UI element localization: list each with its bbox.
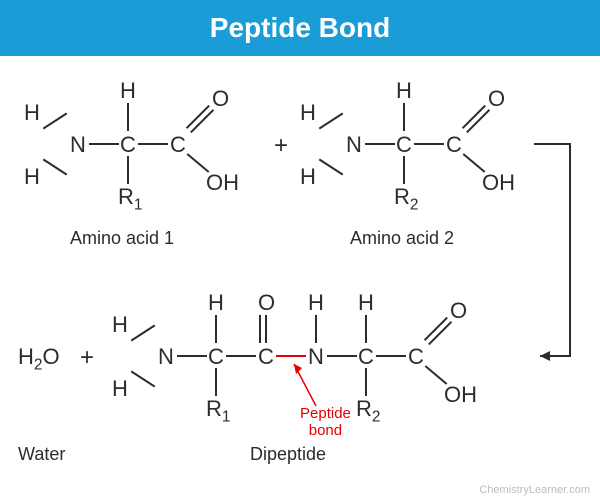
diagram-canvas: N H H C H R1 C O OH Amino acid 1 + N H H… (0, 56, 600, 502)
peptide-label: Peptide bond (300, 406, 351, 439)
watermark: ChemistryLearner.com (479, 484, 590, 496)
dipeptide-label: Dipeptide (250, 444, 326, 465)
page-title: Peptide Bond (210, 12, 390, 44)
title-bar: Peptide Bond (0, 0, 600, 56)
